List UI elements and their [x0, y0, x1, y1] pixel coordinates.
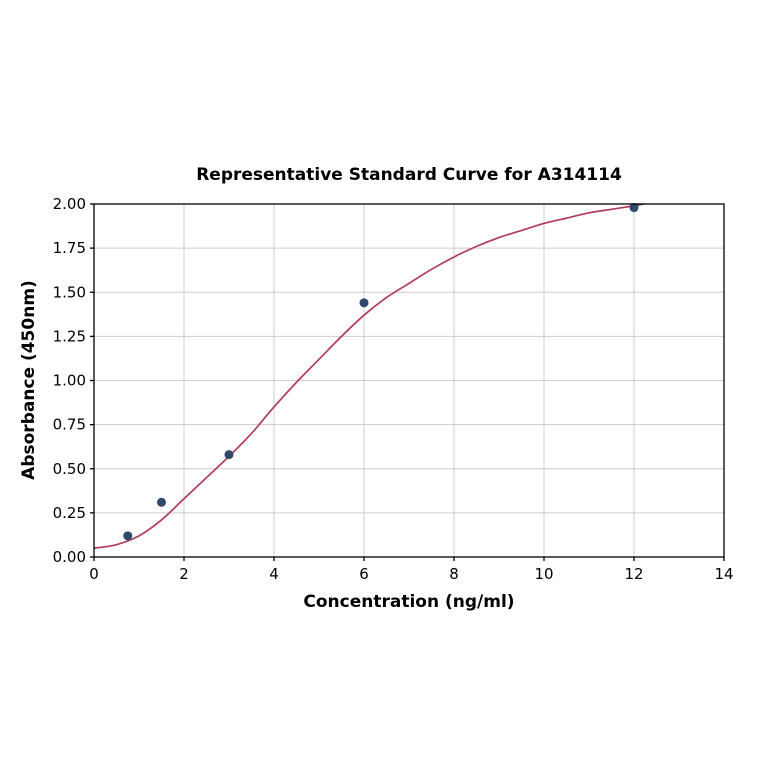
y-tick-label: 0.75	[53, 416, 86, 434]
x-tick-label: 6	[359, 565, 369, 583]
fitted-curve	[93, 203, 644, 550]
data-point	[629, 203, 639, 213]
data-point	[157, 497, 166, 507]
x-tick-label: 4	[269, 565, 279, 583]
data-point	[123, 531, 133, 541]
y-tick-label: 1.50	[53, 283, 86, 301]
x-tick-label: 8	[449, 565, 459, 583]
x-tick-label: 14	[714, 565, 733, 583]
y-tick-label: 0.50	[53, 460, 86, 478]
y-tick-label: 0.00	[53, 548, 86, 566]
x-tick-label: 12	[624, 565, 643, 583]
y-tick-label: 0.25	[53, 504, 86, 522]
y-tick-label: 1.00	[53, 372, 86, 390]
y-tick-label: 1.25	[53, 327, 86, 345]
x-axis-label: Concentration (ng/ml)	[303, 592, 515, 612]
y-tick-label: 1.75	[53, 239, 86, 257]
x-tick-label: 2	[179, 565, 189, 583]
chart-title: Representative Standard Curve for A31411…	[196, 165, 622, 185]
y-tick-label: 2.00	[53, 195, 86, 213]
data-point	[224, 450, 234, 460]
x-tick-label: 10	[534, 565, 553, 583]
data-point	[359, 298, 369, 308]
x-tick-label: 0	[89, 565, 99, 583]
